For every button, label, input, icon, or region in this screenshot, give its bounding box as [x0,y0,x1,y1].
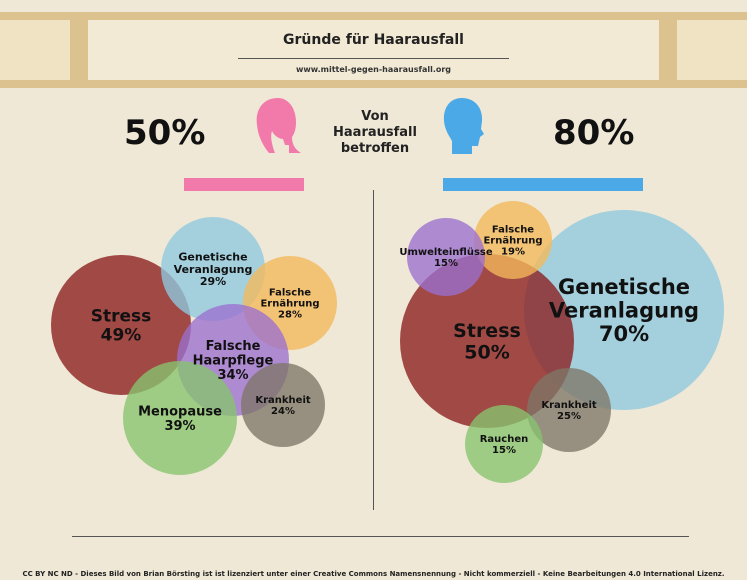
bubble-label-line: Falsche [492,224,534,235]
bubble-value: 28% [278,310,302,321]
bubble-value: 29% [200,275,226,288]
source-url: www.mittel-gegen-haarausfall.org [295,65,452,74]
affected-label-line: Von [361,109,389,124]
bubble-label-line: Krankheit [255,395,311,406]
bubble-label-line: Ernährung [260,299,319,310]
footer-divider [72,536,689,537]
bubble-value: 15% [492,445,516,456]
bubble-label-line: Haarpflege [193,354,274,369]
title-underline [238,58,509,59]
bubble [465,405,543,483]
bubble-label: Stress 50% [453,320,521,363]
bubble-label: Falsche Ernährung 19% [483,224,542,257]
header-band-left [0,20,70,80]
header-box: Gründe für Haarausfall www.mittel-gegen-… [88,20,659,80]
bubble-label-line: Veranlagung [549,298,699,322]
bubble-label-line: Menopause [138,404,222,419]
bubble [474,201,552,279]
bubble [400,254,574,428]
bubble-label: Krankheit 25% [541,400,597,422]
bubble-value: 34% [217,368,248,383]
bubble-label-line: Falsche [206,339,261,354]
center-divider [373,190,374,510]
bubble-label-line: Veranlagung [174,263,253,276]
bubble [527,368,611,452]
bubble-label: Falsche Haarpflege 34% [193,339,274,383]
bubble-label: Stress 49% [91,306,152,345]
men-affected-percent: 80% [553,113,635,153]
bubble-value: 24% [271,406,295,417]
bubble-value: 39% [164,419,195,434]
affected-label: Von Haarausfall betroffen [320,109,430,157]
bubble [51,255,191,395]
bubble-label: Rauchen 15% [480,434,529,456]
bubble-label-line: Stress [453,320,521,342]
bubble [524,210,724,410]
bubble-label: Krankheit 24% [255,395,311,417]
bubble [161,217,265,321]
bubble-value: 25% [557,411,581,422]
affected-label-line: Haarausfall [333,125,417,140]
bubble-label-line: Ernährung [483,236,542,247]
bubble-label: Umwelteinflüsse 15% [399,247,493,269]
bubble-label-line: Krankheit [541,400,597,411]
women-color-bar [184,178,304,191]
page-title: Gründe für Haarausfall [283,32,464,48]
bubble-label: Genetische Veranlagung 70% [549,275,699,346]
bubble-value: 70% [599,322,649,346]
license-footer: CC BY NC ND - Dieses Bild von Brian Börs… [22,570,725,578]
women-bubble-group: Stress 49%Genetische Veranlagung 29%Falsche… [51,217,337,475]
bubble-value: 15% [434,258,458,269]
bubble-label-line: Stress [91,306,152,326]
bubble [123,361,237,475]
bubble-label-line: Genetische [558,275,690,299]
bubble-label: Genetische Veranlagung 29% [174,251,253,289]
bubble-label-line: Genetische [178,251,247,264]
bubble [407,218,485,296]
bubble [241,363,325,447]
bubble-label-line: Rauchen [480,434,529,445]
bubble-label-line: Umwelteinflüsse [399,247,493,258]
men-color-bar [443,178,643,191]
bubble-label: Menopause 39% [138,404,222,434]
bubble-label: Falsche Ernährung 28% [260,287,319,320]
bubble-value: 19% [501,247,525,258]
men-bubble-group: Genetische Veranlagung 70% Stress 50% Falsche… [399,201,724,483]
bubble-value: 49% [101,325,142,345]
header-band-right [677,20,747,80]
bubble-label-line: Falsche [269,287,311,298]
affected-label-line: betroffen [340,141,410,156]
women-affected-percent: 50% [124,113,206,153]
bubble-value: 50% [464,341,509,363]
